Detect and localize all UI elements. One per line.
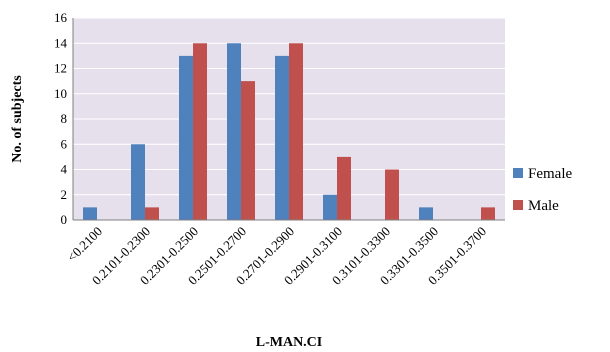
y-tick-label: 8 (61, 111, 68, 126)
bars (83, 43, 495, 220)
bar-female-5 (323, 194, 337, 220)
x-tick-label: <0.2100 (64, 224, 105, 265)
bar-male-2 (193, 43, 207, 220)
legend: Female Male (513, 166, 572, 214)
bar-female-3 (227, 43, 241, 220)
legend-label-female: Female (528, 166, 572, 182)
y-tick-label: 2 (61, 187, 68, 202)
bar-male-3 (241, 81, 255, 220)
y-tick-label: 6 (61, 136, 68, 151)
bar-female-1 (131, 144, 145, 220)
bar-female-2 (179, 55, 193, 220)
bar-male-5 (337, 156, 351, 220)
y-tick-label: 12 (54, 61, 67, 76)
y-axis-title: No. of subjects (10, 75, 25, 163)
bar-female-7 (419, 207, 433, 220)
legend-swatch-female (513, 168, 523, 178)
legend-swatch-male (513, 200, 523, 210)
x-axis-title: L-MAN.CI (256, 335, 323, 350)
x-tick-labels: <0.21000.2101-0.23000.2301-0.25000.2501-… (64, 224, 489, 288)
y-tick-label: 14 (54, 35, 68, 50)
bar-male-1 (145, 207, 159, 220)
legend-label-male: Male (528, 198, 559, 214)
bar-female-0 (83, 207, 97, 220)
bar-male-8 (481, 207, 495, 220)
bar-female-4 (275, 55, 289, 220)
y-tick-label: 10 (54, 86, 67, 101)
bar-male-6 (385, 169, 399, 220)
y-tick-label: 16 (54, 10, 68, 25)
y-tick-label: 4 (61, 162, 68, 177)
bar-male-4 (289, 43, 303, 220)
y-tick-labels: 0 2 4 6 8 10 12 14 16 (54, 10, 68, 227)
y-tick-label: 0 (61, 212, 68, 227)
